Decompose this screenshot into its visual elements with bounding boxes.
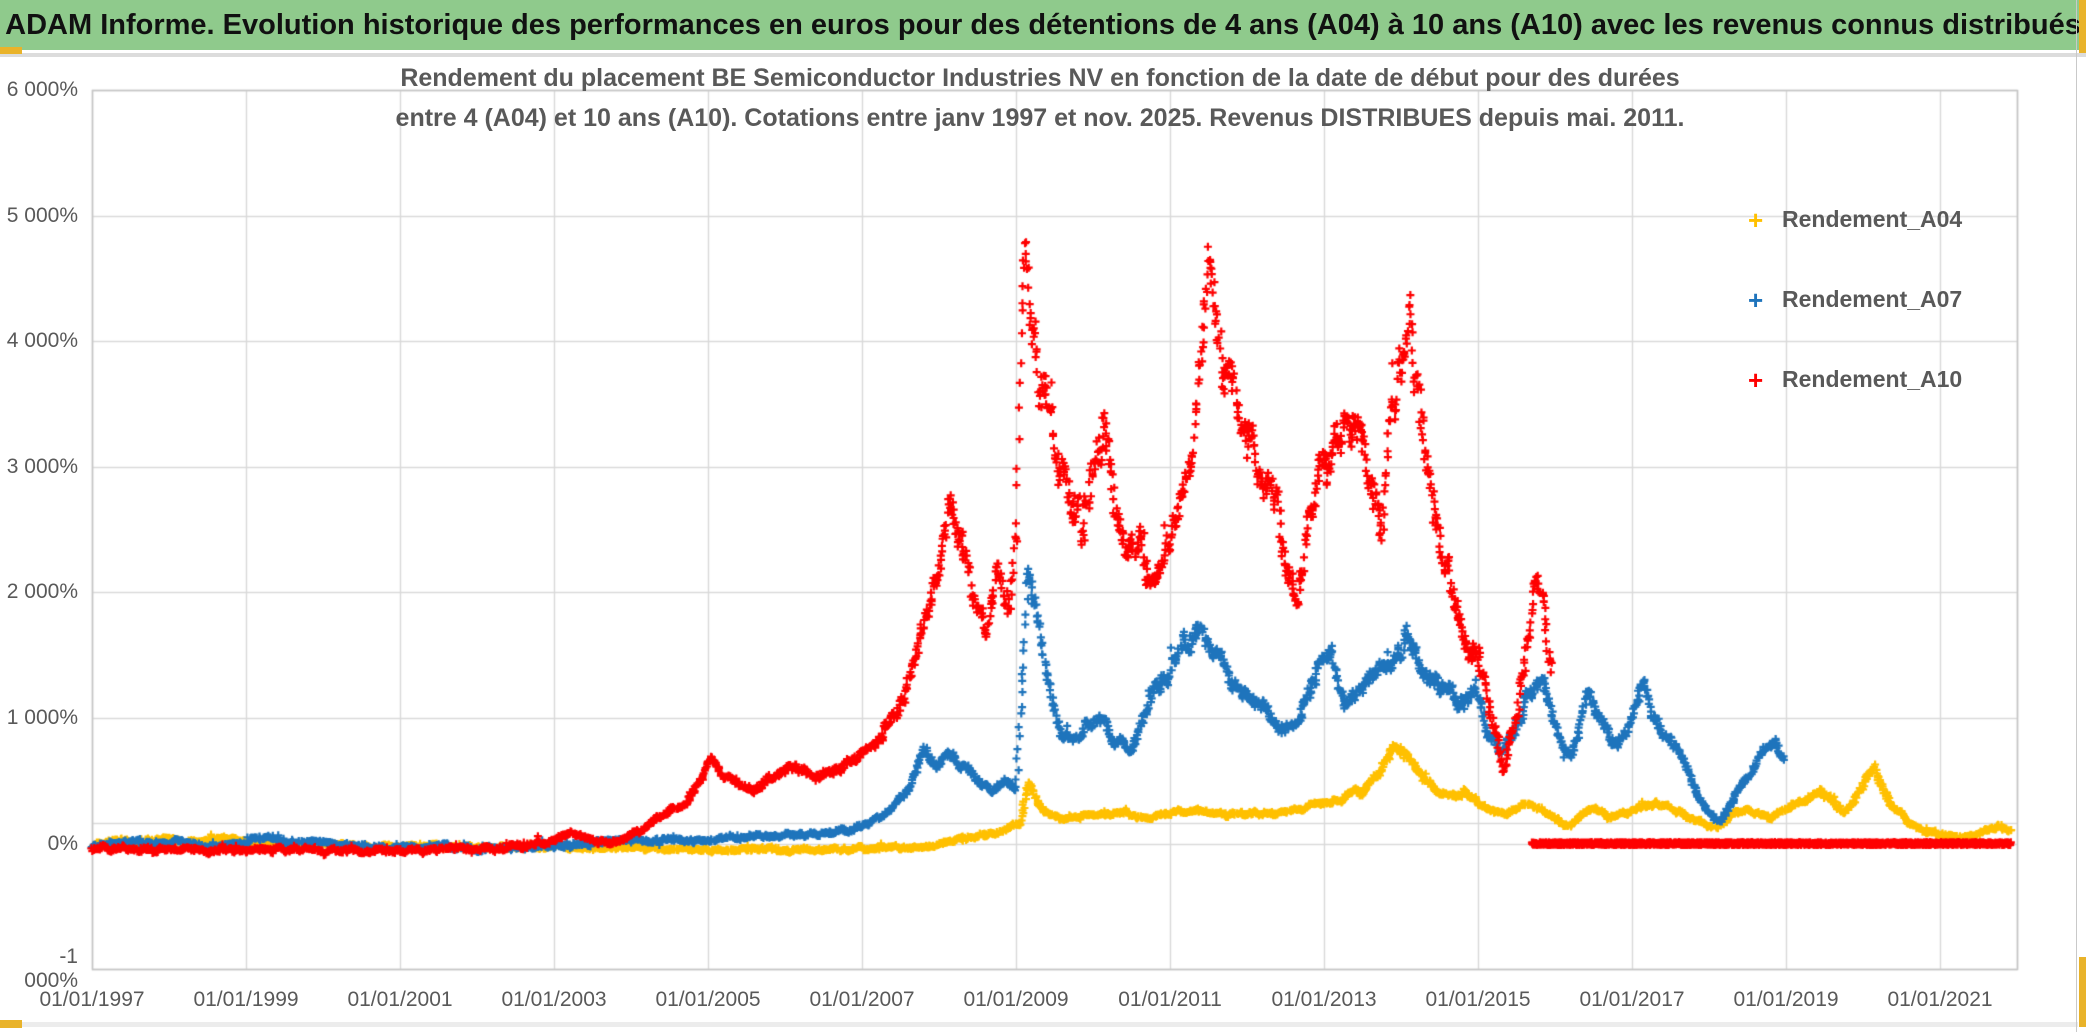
legend-plus-marker-icon: + [1748,284,1764,315]
x-tick: 01/01/2019 [1733,988,1839,1011]
y-tick: 5 000% [6,203,78,227]
legend-plus-marker-icon: + [1748,364,1764,395]
x-tick: 01/01/2017 [1579,988,1685,1011]
x-tick: 01/01/2003 [501,988,607,1011]
x-tick: 01/01/2007 [809,988,915,1011]
x-tick: 01/01/2009 [963,988,1069,1011]
x-tick: 01/01/2011 [1118,988,1222,1011]
chart-title: Rendement du placement BE Semiconductor … [350,58,1730,138]
x-tick: 01/01/2015 [1425,988,1531,1011]
y-tick: 3 000% [6,454,78,478]
chart-title-line2: entre 4 (A04) et 10 ans (A10). Cotations… [395,104,1685,132]
x-tick: 01/01/2001 [347,988,453,1011]
x-tick: 01/01/1999 [193,988,299,1011]
legend-label: Rendement_A10 [1782,366,1963,392]
y-tick: 1 000% [6,706,78,729]
y-tick: 0% [47,831,78,855]
legend-item-rendement_a04[interactable]: + Rendement_A04 [1748,206,1962,233]
x-tick: 01/01/2021 [1887,988,1993,1011]
x-tick: 01/01/2013 [1271,988,1377,1011]
y-tick: 4 000% [6,329,78,353]
legend-label: Rendement_A04 [1782,206,1963,232]
y-tick: 6 000% [6,78,78,101]
legend-item-rendement_a10[interactable]: + Rendement_A10 [1748,366,1962,393]
x-tick: 01/01/1997 [39,988,145,1011]
legend-plus-marker-icon: + [1748,204,1764,235]
y-tick: 2 000% [6,580,78,604]
y-tick: -1 000% [24,945,78,993]
legend-label: Rendement_A07 [1782,286,1963,312]
legend-item-rendement_a07[interactable]: + Rendement_A07 [1748,286,1962,313]
x-tick: 01/01/2005 [655,988,761,1011]
chart-title-line1: Rendement du placement BE Semiconductor … [400,64,1680,92]
